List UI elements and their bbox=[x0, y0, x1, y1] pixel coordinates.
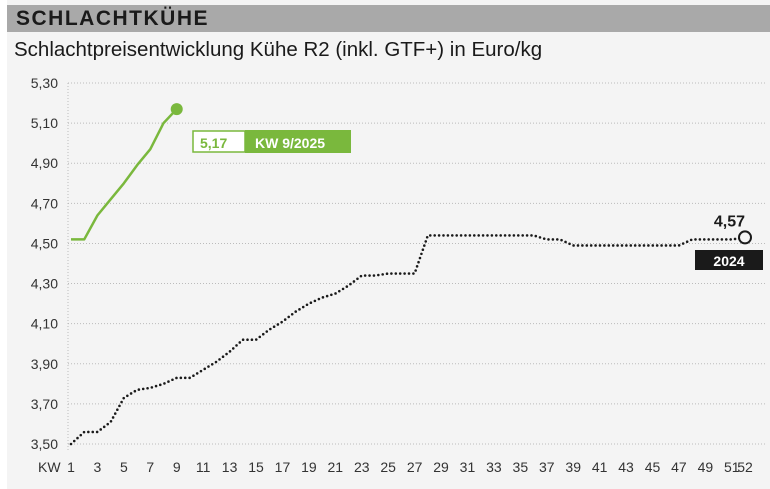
y-tick-label: 4,90 bbox=[31, 155, 58, 171]
y-tick-label: 3,90 bbox=[31, 356, 58, 372]
chart-title: Schlachtpreisentwicklung Kühe R2 (inkl. … bbox=[14, 38, 543, 61]
y-tick-label: 4,30 bbox=[31, 276, 58, 292]
x-tick-label: 29 bbox=[433, 459, 449, 475]
series-line-2024 bbox=[69, 234, 747, 446]
end-point-marker bbox=[738, 230, 752, 245]
y-tick-label: 5,10 bbox=[31, 115, 58, 131]
chart-panel bbox=[7, 0, 770, 489]
period-box bbox=[245, 130, 351, 153]
x-tick-label: 11 bbox=[196, 459, 211, 475]
y-tick-label: 4,10 bbox=[31, 316, 58, 332]
section-header: SCHLACHTKÜHE bbox=[7, 5, 770, 32]
end-value-label: 4,57 bbox=[714, 213, 745, 230]
y-tick-label: 4,50 bbox=[31, 235, 58, 251]
x-tick-label: 37 bbox=[539, 459, 555, 475]
x-tick-label: 7 bbox=[146, 459, 154, 475]
end-point-marker bbox=[170, 103, 183, 116]
x-tick-label: 15 bbox=[248, 459, 264, 475]
x-axis-label: KW bbox=[38, 459, 61, 475]
x-tick-label: 23 bbox=[354, 459, 370, 475]
x-tick-label: 41 bbox=[592, 459, 608, 475]
x-tick-label: 45 bbox=[645, 459, 661, 475]
y-tick-label: 3,50 bbox=[31, 436, 58, 452]
x-tick-label: 31 bbox=[460, 459, 476, 475]
x-tick-label: 5 bbox=[120, 459, 128, 475]
x-tick-label: 25 bbox=[380, 459, 396, 475]
x-tick-label: 39 bbox=[565, 459, 581, 475]
x-tick-label: 49 bbox=[698, 459, 714, 475]
x-tick-label: 33 bbox=[486, 459, 502, 475]
x-tick-label: 3 bbox=[94, 459, 102, 475]
x-tick-label: 47 bbox=[671, 459, 687, 475]
end-value-label: 5,17 bbox=[200, 135, 227, 151]
x-tick-label: 9 bbox=[173, 459, 181, 475]
x-tick-label: 27 bbox=[407, 459, 423, 475]
end-period-label: 2024 bbox=[713, 253, 744, 269]
x-tick-label: 1 bbox=[67, 459, 75, 475]
y-tick-label: 5,30 bbox=[31, 75, 58, 91]
x-tick-label: 51 bbox=[724, 459, 740, 475]
x-tick-label: 43 bbox=[618, 459, 634, 475]
x-tick-label: 13 bbox=[222, 459, 238, 475]
series-line-2025 bbox=[71, 108, 178, 241]
section-title: SCHLACHTKÜHE bbox=[16, 7, 209, 30]
period-box bbox=[695, 250, 763, 270]
y-tick-label: 3,70 bbox=[31, 396, 58, 412]
x-tick-label: 52 bbox=[737, 459, 753, 475]
x-tick-label: 35 bbox=[513, 459, 529, 475]
end-period-label: KW 9/2025 bbox=[255, 135, 325, 151]
y-tick-label: 4,70 bbox=[31, 195, 58, 211]
x-tick-label: 17 bbox=[275, 459, 291, 475]
x-tick-label: 21 bbox=[328, 459, 344, 475]
x-tick-label: 19 bbox=[301, 459, 317, 475]
